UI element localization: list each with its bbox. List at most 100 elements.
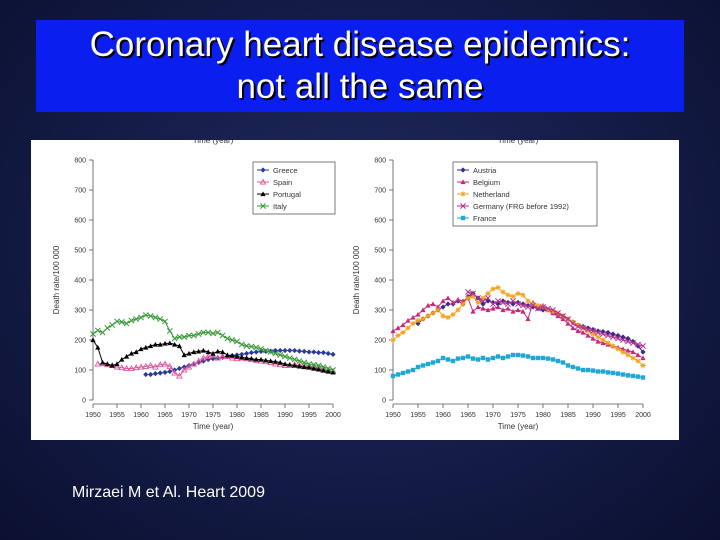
y-tick-label: 0 xyxy=(82,398,86,405)
data-point xyxy=(520,353,526,358)
legend-swatch-marker xyxy=(260,167,266,173)
data-point xyxy=(204,352,212,360)
data-point xyxy=(610,370,616,376)
data-point xyxy=(475,304,481,310)
data-point xyxy=(109,322,116,328)
data-point xyxy=(630,373,636,379)
data-point xyxy=(585,326,591,333)
data-point xyxy=(410,367,416,373)
data-point xyxy=(148,371,154,378)
x-tick-label: 1990 xyxy=(585,412,601,419)
data-point xyxy=(530,301,536,307)
data-point xyxy=(166,362,174,369)
data-point xyxy=(635,358,641,364)
legend-item: Austria xyxy=(457,166,497,175)
data-point xyxy=(425,313,431,319)
data-point xyxy=(465,289,471,295)
data-point xyxy=(325,350,331,357)
data-point xyxy=(625,347,631,353)
data-point xyxy=(405,325,411,331)
data-point xyxy=(530,355,536,361)
data-point xyxy=(445,357,451,362)
data-point xyxy=(550,308,556,315)
data-point xyxy=(450,311,456,318)
legend-label: Greece xyxy=(273,166,298,175)
data-point xyxy=(575,323,581,330)
y-axis-label: Death rate/100 000 xyxy=(352,245,361,314)
data-point xyxy=(128,364,135,372)
data-point xyxy=(545,307,551,313)
data-point xyxy=(123,320,130,327)
data-point xyxy=(291,356,298,363)
y-axis-label: Death rate/100 000 xyxy=(52,245,61,314)
data-point xyxy=(600,369,606,374)
data-point xyxy=(152,371,158,377)
data-point xyxy=(229,337,236,343)
data-point xyxy=(310,361,317,368)
data-point xyxy=(525,354,531,359)
data-point xyxy=(610,334,616,340)
data-point xyxy=(575,322,581,328)
data-point xyxy=(292,362,298,368)
data-point xyxy=(90,337,96,343)
data-point xyxy=(505,354,511,359)
x-tick-label: 1965 xyxy=(460,412,476,419)
data-point xyxy=(415,311,421,317)
data-point xyxy=(535,302,541,309)
data-point xyxy=(286,355,293,361)
slide-title-line-2: not all the same xyxy=(236,67,484,106)
data-point xyxy=(114,318,120,325)
data-point xyxy=(172,341,178,347)
data-point xyxy=(610,343,616,349)
series-line xyxy=(392,354,644,378)
data-point xyxy=(157,341,163,347)
data-point xyxy=(535,305,541,312)
data-point xyxy=(510,293,516,300)
data-point xyxy=(400,329,406,336)
legend-label: Portugal xyxy=(273,190,301,199)
data-point xyxy=(490,305,496,311)
data-point xyxy=(430,301,436,307)
data-point xyxy=(166,328,173,334)
data-point xyxy=(490,355,496,361)
x-tick-label: 2000 xyxy=(635,412,651,419)
x-tick-label: 1950 xyxy=(85,412,101,419)
legend-label: Italy xyxy=(273,202,287,211)
data-point xyxy=(133,316,140,322)
data-point xyxy=(580,367,586,373)
data-point xyxy=(630,340,636,346)
data-point xyxy=(435,307,441,313)
data-point xyxy=(520,302,526,309)
data-point xyxy=(480,305,486,311)
data-point xyxy=(152,341,158,347)
data-point xyxy=(138,346,144,352)
x-axis-label: Time (year) xyxy=(193,422,234,431)
data-point xyxy=(595,338,601,344)
data-point xyxy=(550,357,556,362)
data-point xyxy=(575,328,581,334)
data-point xyxy=(123,364,130,372)
data-point xyxy=(234,338,240,345)
data-point xyxy=(485,357,491,362)
slide-title-box: Coronary heart disease epidemics: not al… xyxy=(36,20,684,112)
data-point xyxy=(445,314,451,321)
data-point xyxy=(615,346,621,352)
data-point xyxy=(124,353,130,359)
data-point xyxy=(128,350,134,356)
data-point xyxy=(420,307,426,313)
data-point xyxy=(282,347,288,354)
data-point xyxy=(258,356,264,362)
data-point xyxy=(301,348,307,354)
data-point xyxy=(630,349,636,355)
data-point xyxy=(95,344,101,350)
data-point xyxy=(215,348,221,354)
data-point xyxy=(600,331,606,337)
data-point xyxy=(485,290,491,297)
data-point xyxy=(565,320,571,326)
x-tick-label: 1955 xyxy=(410,412,426,419)
y-tick-label: 500 xyxy=(374,248,386,255)
data-point xyxy=(171,369,178,376)
y-tick-label: 100 xyxy=(374,368,386,375)
data-point xyxy=(440,313,446,319)
data-point xyxy=(239,354,245,360)
